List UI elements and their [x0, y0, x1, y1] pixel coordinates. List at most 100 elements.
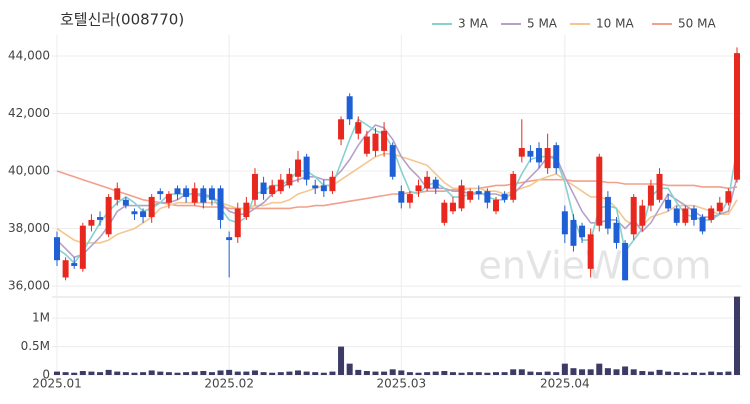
volume-bar: [217, 370, 224, 375]
volume-bar: [536, 372, 543, 375]
volume-bar: [320, 372, 327, 375]
volume-bar: [226, 369, 233, 375]
volume-bar: [690, 372, 697, 375]
volume-bar: [553, 372, 560, 375]
volume-bar: [131, 372, 138, 375]
candle-body: [234, 208, 241, 238]
candle-body: [424, 176, 431, 189]
volume-bar: [208, 372, 215, 375]
volume-bar: [79, 371, 86, 375]
watermark: enVieW.com: [478, 244, 711, 288]
volume-bar: [415, 372, 422, 375]
volume-bar: [260, 372, 267, 375]
candle-body: [148, 196, 155, 218]
candle-body: [88, 219, 95, 226]
candle-body: [415, 185, 422, 192]
volume-bar: [295, 370, 302, 375]
candle-body: [372, 133, 379, 151]
candle-body: [62, 260, 69, 278]
candle-body: [527, 150, 534, 157]
volume-bar: [355, 369, 362, 375]
volume-bar: [148, 370, 155, 375]
candle-body: [475, 191, 482, 195]
volume-bar: [71, 372, 78, 375]
candle-body: [338, 119, 345, 140]
candle-body: [71, 263, 78, 266]
candle-body: [579, 225, 586, 238]
candle-body: [510, 173, 517, 200]
volume-bar: [88, 371, 95, 375]
volume-bar: [286, 371, 293, 375]
candle-body: [312, 185, 319, 189]
volume-bar: [105, 369, 112, 375]
volume-bar: [398, 370, 405, 375]
volume-bar: [665, 371, 672, 375]
candle-body: [260, 182, 267, 195]
volume-bar: [544, 371, 551, 375]
y-tick-label: 36,000: [8, 279, 50, 293]
volume-bar: [329, 371, 336, 375]
volume-bar: [716, 372, 723, 375]
candle-body: [458, 185, 465, 209]
y-tick-label: 1M: [32, 311, 50, 325]
volume-bar: [682, 372, 689, 375]
volume-bar: [561, 363, 568, 375]
volume-bar: [381, 371, 388, 375]
volume-bar: [183, 372, 190, 375]
volume-bar: [708, 371, 715, 375]
candle-body: [122, 199, 129, 206]
volume-bar: [432, 371, 439, 375]
volume-bar: [97, 372, 104, 375]
candle-body: [277, 179, 284, 192]
candle-body: [492, 199, 499, 212]
candle-body: [79, 225, 86, 269]
volume-bar: [122, 372, 129, 375]
candle-body: [191, 188, 198, 203]
volume-bar: [622, 366, 629, 375]
candle-body: [251, 173, 258, 200]
volume-bar: [251, 370, 258, 375]
volume-bar: [475, 372, 482, 375]
volume-bar: [458, 372, 465, 375]
candle-body: [398, 191, 405, 203]
candle-body: [389, 145, 396, 177]
y-tick-label: 38,000: [8, 221, 50, 235]
candle-body: [432, 179, 439, 189]
volume-bar: [596, 363, 603, 375]
candle-body: [226, 237, 233, 241]
volume-bar: [424, 372, 431, 375]
candle-body: [570, 219, 577, 246]
candle-body: [406, 194, 413, 203]
candle-body: [174, 188, 181, 195]
volume-bar: [200, 371, 207, 375]
volume-bar: [518, 369, 525, 375]
candle-body: [484, 191, 491, 203]
candle-body: [665, 199, 672, 209]
volume-bar: [501, 372, 508, 375]
candle-body: [501, 194, 508, 200]
volume-bar: [312, 372, 319, 375]
y-tick-label: 42,000: [8, 106, 50, 120]
candle-body: [269, 185, 276, 195]
candle-body: [690, 208, 697, 220]
chart-title: 호텔신라(008770): [60, 11, 184, 29]
candle-body: [441, 202, 448, 223]
volume-bar: [243, 371, 250, 375]
candle-body: [131, 211, 138, 215]
candle-body: [320, 185, 327, 192]
volume-bar: [191, 371, 198, 375]
legend-label: 10 MA: [596, 17, 634, 31]
volume-bar: [725, 371, 732, 375]
candle-body: [622, 242, 629, 281]
volume-bar: [338, 346, 345, 375]
candle-body: [613, 222, 620, 243]
legend-label: 50 MA: [678, 17, 716, 31]
volume-bar: [604, 368, 611, 375]
candle-body: [630, 196, 637, 235]
candle-body: [536, 148, 543, 163]
x-tick-label: 2025.03: [376, 377, 426, 391]
candle-body: [708, 208, 715, 220]
candle-body: [157, 191, 164, 195]
candle-body: [165, 194, 172, 203]
